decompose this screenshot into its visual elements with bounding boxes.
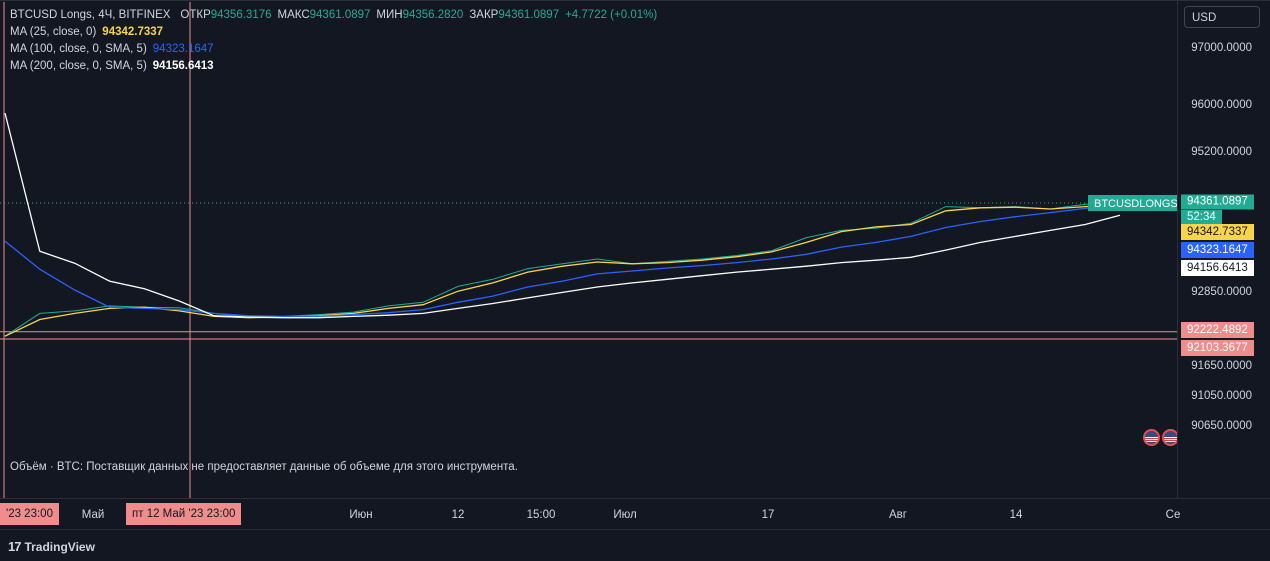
- legend-indicator-ma25[interactable]: MA (25, close, 0) 94342.7337: [10, 24, 657, 41]
- main-pane[interactable]: BTCUSDLONGS BTCUSD Longs, 4Ч, BITFINEX О…: [0, 1, 1179, 499]
- horizontal-lines: [0, 202, 1177, 340]
- ma200-badge: 94156.6413: [1181, 260, 1254, 276]
- us-flag-event-icon[interactable]: [1143, 429, 1160, 446]
- line-a-badge: 92222.4892: [1181, 322, 1254, 338]
- countdown-badge: 52:34: [1181, 210, 1222, 224]
- series-line-1: [4, 203, 1121, 337]
- legend-close-value: 94361.0897: [498, 9, 560, 21]
- time-tick-label: Се: [1165, 509, 1181, 521]
- time-tick-label: Май: [81, 509, 105, 521]
- time-tick-label: 14: [1009, 509, 1023, 521]
- ma100-badge: 94323.1647: [1181, 242, 1254, 258]
- chart-legend: BTCUSD Longs, 4Ч, BITFINEX ОТКР94356.317…: [10, 7, 657, 75]
- last-symbol-label-text: BTCUSDLONGS: [1094, 198, 1177, 210]
- price-tick-label: 92850.0000: [1191, 286, 1252, 298]
- price-tick-label: 91050.0000: [1191, 390, 1252, 402]
- indicator-value: 94323.1647: [152, 43, 214, 55]
- price-tick-label: 97000.0000: [1191, 42, 1252, 54]
- price-tick-label: 96000.0000: [1191, 99, 1252, 111]
- legend-open-label: ОТКР: [180, 9, 211, 21]
- legend-change: +4.7722 (+0.01%): [565, 9, 658, 21]
- price-tick-label: 95200.0000: [1191, 146, 1252, 158]
- legend-high: МАКС94361.0897: [278, 7, 371, 24]
- indicator-label: MA (200, close, 0, SMA, 5): [10, 60, 147, 72]
- currency-button[interactable]: USD: [1184, 6, 1260, 28]
- time-cursor-badge: пт 12 Май '23 23:00: [126, 503, 242, 525]
- time-tick-label: Июн: [349, 509, 373, 521]
- series-line-3: [4, 112, 1121, 319]
- indicator-label: MA (25, close, 0): [10, 26, 97, 38]
- legend-close-label: ЗАКР: [469, 9, 499, 21]
- footer-bar: 17 TradingView: [0, 529, 1270, 561]
- volume-pane-message: Объём · BTC: Поставщик данных не предост…: [10, 461, 518, 473]
- ma100-badge-value: 94323.1647: [1187, 244, 1248, 256]
- event-icons: [1143, 429, 1179, 446]
- ma25-badge-value: 94342.7337: [1187, 226, 1248, 238]
- legend-high-value: 94361.0897: [309, 9, 371, 21]
- indicator-label: MA (100, close, 0, SMA, 5): [10, 43, 147, 55]
- legend-open: ОТКР94356.3176: [180, 7, 271, 24]
- time-tick-label: 12: [451, 509, 465, 521]
- line-b-value: 92103.3677: [1187, 342, 1248, 354]
- legend-close: ЗАКР94361.0897: [469, 7, 559, 24]
- time-axis[interactable]: '23 23:00 пт 12 Май '23 23:00 Май Июн 12 15…: [0, 498, 1270, 529]
- price-chart-svg[interactable]: BTCUSDLONGS: [0, 2, 1177, 499]
- line-b-badge: 92103.3677: [1181, 340, 1254, 356]
- time-tick-label: 17: [761, 509, 775, 521]
- time-tick-label: Июл: [613, 509, 637, 521]
- legend-low: МИН94356.2820: [376, 7, 463, 24]
- legend-indicator-ma200[interactable]: MA (200, close, 0, SMA, 5) 94156.6413: [10, 58, 657, 75]
- ma25-badge: 94342.7337: [1181, 224, 1254, 240]
- series-lines: [4, 112, 1121, 337]
- countdown-value: 52:34: [1187, 211, 1216, 223]
- top-border: [0, 0, 1270, 1]
- legend-indicator-ma100[interactable]: MA (100, close, 0, SMA, 5) 94323.1647: [10, 41, 657, 58]
- tradingview-logo-text: TradingView: [24, 539, 95, 554]
- time-left-badge: '23 23:00: [0, 503, 59, 525]
- price-tick-label: 91650.0000: [1191, 360, 1252, 372]
- legend-high-label: МАКС: [277, 9, 310, 21]
- tradingview-logo[interactable]: 17 TradingView: [8, 539, 95, 554]
- legend-main-row[interactable]: BTCUSD Longs, 4Ч, BITFINEX ОТКР94356.317…: [10, 7, 657, 24]
- legend-symbol: BTCUSD Longs, 4Ч, BITFINEX: [10, 9, 171, 21]
- series-line-2: [4, 204, 1121, 318]
- price-tick-label: 90650.0000: [1191, 420, 1252, 432]
- time-tick-label: 15:00: [526, 509, 556, 521]
- tradingview-logo-icon: 17: [8, 539, 22, 554]
- legend-low-label: МИН: [376, 9, 403, 21]
- last-price-value: 94361.0897: [1187, 195, 1248, 208]
- last-price-badge: 94361.0897: [1181, 194, 1254, 210]
- time-tick-label: Авг: [889, 509, 907, 521]
- legend-open-value: 94356.3176: [210, 9, 272, 21]
- legend-low-value: 94356.2820: [402, 9, 464, 21]
- indicator-value: 94342.7337: [102, 26, 164, 38]
- last-symbol-label: BTCUSDLONGS: [1088, 194, 1177, 211]
- indicator-value: 94156.6413: [152, 60, 214, 72]
- series-line-0: [4, 202, 1121, 337]
- last-symbol-label-bg: [1088, 194, 1177, 211]
- ma200-badge-value: 94156.6413: [1187, 262, 1248, 274]
- line-a-value: 92222.4892: [1187, 324, 1248, 336]
